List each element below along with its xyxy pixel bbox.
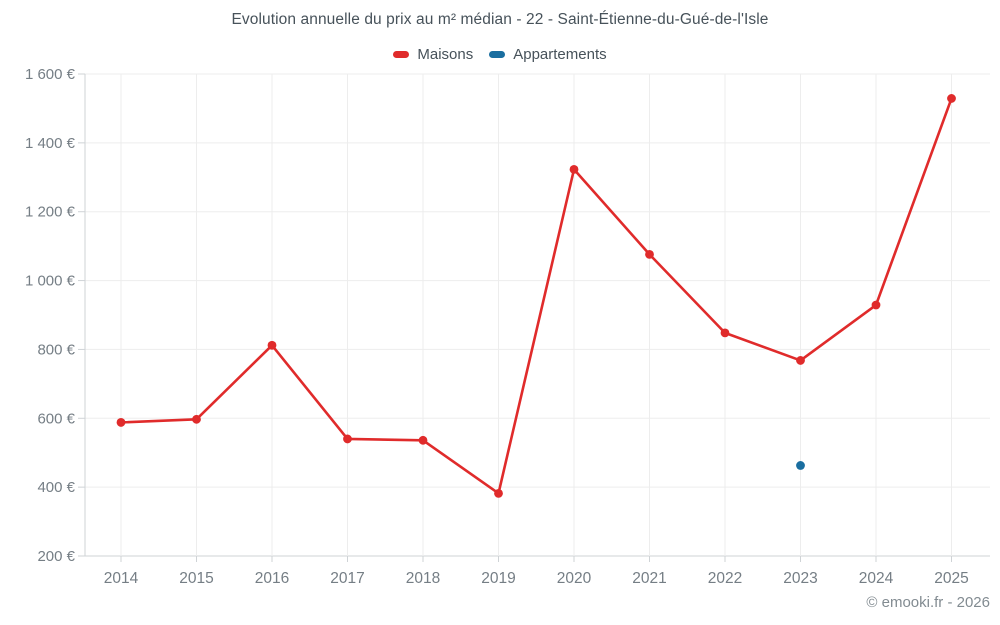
y-axis-label: 200 €	[37, 548, 75, 565]
maisons-data-point[interactable]	[192, 414, 201, 424]
x-axis-label: 2015	[179, 570, 213, 587]
y-axis-label: 1 200 €	[25, 204, 76, 221]
maisons-data-point[interactable]	[947, 94, 956, 103]
x-axis-label: 2021	[632, 570, 666, 587]
x-axis-label: 2024	[859, 570, 894, 587]
maisons-data-point[interactable]	[796, 356, 805, 365]
maisons-data-point[interactable]	[494, 488, 503, 498]
x-axis-label: 2023	[783, 570, 817, 587]
appartements-data-point[interactable]	[796, 461, 805, 470]
maisons-data-point[interactable]	[418, 435, 428, 445]
legend-label-appartements: Appartements	[513, 46, 607, 63]
y-axis-label: 1 000 €	[25, 273, 76, 290]
copyright: © emooki.fr - 2026	[866, 594, 990, 611]
x-axis-label: 2022	[708, 570, 742, 587]
x-axis-label: 2016	[255, 570, 289, 587]
maisons-data-point[interactable]	[871, 300, 881, 310]
chart-title: Evolution annuelle du prix au m² médian …	[231, 11, 769, 28]
y-axis-label: 1 400 €	[25, 135, 76, 152]
legend-item-maisons[interactable]: Maisons	[393, 46, 473, 63]
maisons-data-point[interactable]	[645, 250, 654, 259]
x-axis-label: 2025	[934, 570, 968, 587]
x-axis-label: 2014	[104, 570, 139, 587]
y-axis-label: 400 €	[37, 479, 75, 496]
maisons-swatch-icon	[393, 51, 410, 58]
maisons-data-point[interactable]	[116, 418, 126, 427]
maisons-data-point[interactable]	[720, 328, 730, 338]
maisons-line	[119, 97, 953, 495]
y-axis-label: 800 €	[37, 341, 75, 358]
y-axis-label: 1 600 €	[25, 66, 76, 83]
appartements-swatch-icon	[489, 51, 506, 58]
x-axis-label: 2018	[406, 570, 440, 587]
x-axis-label: 2017	[330, 570, 364, 587]
legend-label-maisons: Maisons	[417, 46, 474, 63]
x-axis-label: 2020	[557, 570, 592, 587]
legend-item-appartements[interactable]: Appartements	[489, 46, 607, 63]
legend: Maisons Appartements	[0, 46, 1000, 63]
maisons-data-point[interactable]	[343, 434, 352, 444]
y-axis-label: 600 €	[37, 410, 75, 427]
maisons-data-point[interactable]	[267, 340, 277, 350]
maisons-data-point[interactable]	[569, 164, 579, 174]
x-axis-label: 2019	[481, 570, 515, 587]
